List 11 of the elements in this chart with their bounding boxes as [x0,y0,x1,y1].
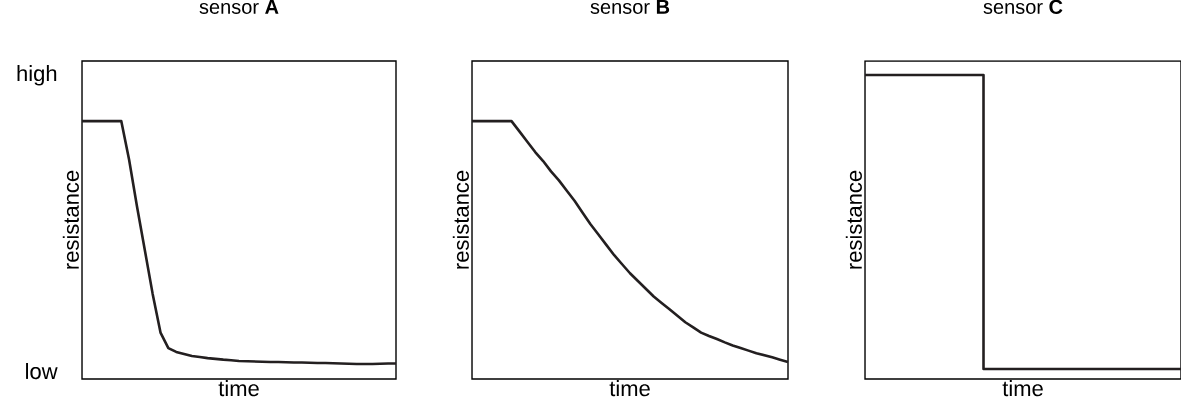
y-axis-title: resistance [452,170,469,269]
x-axis-title: time [1002,380,1043,397]
chart-title: sensor A [199,0,279,14]
x-axis-title: time [609,380,650,397]
chart-title: sensor C [983,0,1063,14]
chart-title: sensor B [590,0,670,14]
x-axis-title: time [218,380,259,397]
y-axis-title: resistance [62,170,79,269]
y-axis-title: resistance [845,170,862,269]
text: low [26,362,58,380]
text: high [17,65,57,86]
